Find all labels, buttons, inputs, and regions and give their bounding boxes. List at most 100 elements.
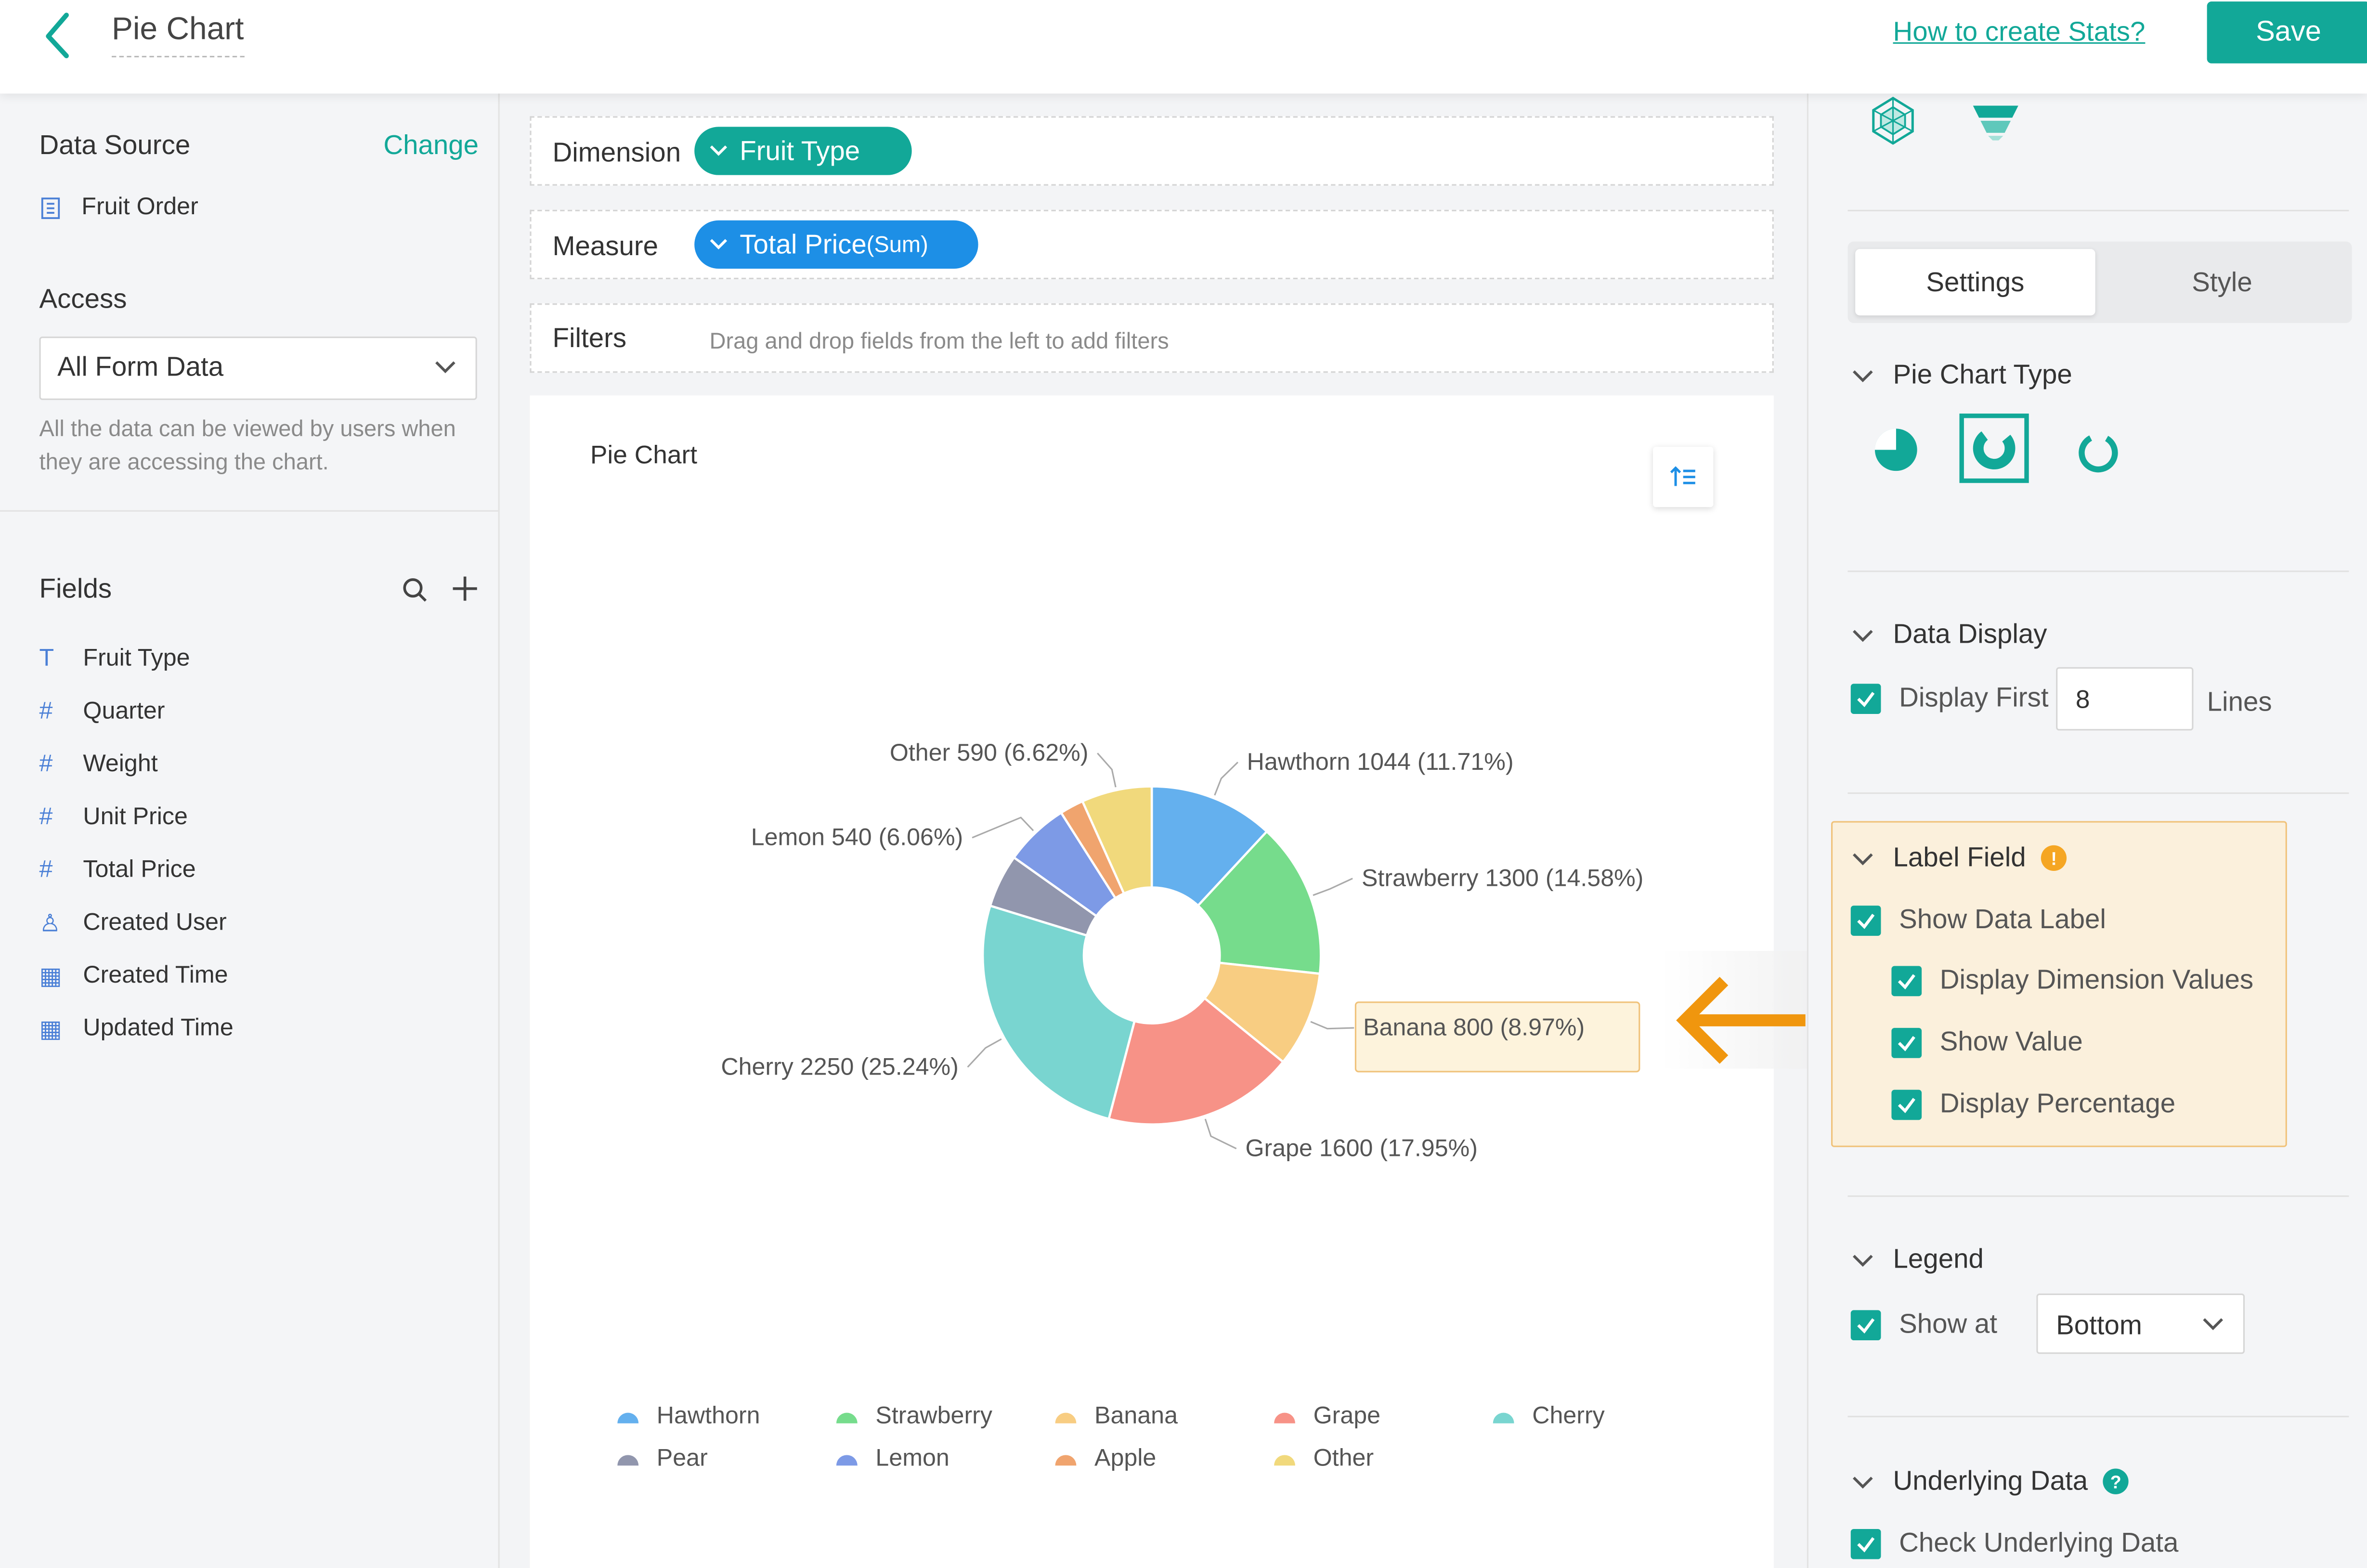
legend-label: Lemon (875, 1446, 949, 1472)
legend-item[interactable]: Cherry (1493, 1404, 1605, 1431)
help-icon[interactable]: ? (2103, 1468, 2129, 1494)
legend-item[interactable]: Pear (617, 1446, 708, 1473)
field-item[interactable]: # Quarter (39, 696, 165, 729)
add-icon[interactable] (450, 573, 480, 604)
legend-swatch (1274, 1454, 1296, 1465)
display-first-checkbox[interactable]: Display First (1850, 682, 2049, 714)
help-link[interactable]: How to create Stats? (1893, 16, 2146, 47)
field-label: Fruit Type (83, 646, 190, 672)
text-field-icon: T (39, 646, 54, 672)
check-underlying-data-checkbox[interactable]: Check Underlying Data (1850, 1528, 2178, 1559)
dimension-pill[interactable]: Fruit Type (694, 127, 912, 175)
label-field-section[interactable]: Label Field ! (1851, 842, 2067, 874)
measure-pill[interactable]: Total Price (Sum) (694, 220, 978, 269)
page-title[interactable]: Pie Chart (112, 12, 244, 58)
field-item[interactable]: ▦ Updated Time (39, 1013, 234, 1046)
back-arrow-icon[interactable] (36, 6, 81, 61)
field-item[interactable]: T Fruit Type (39, 643, 190, 676)
chart-title: Pie Chart (590, 441, 698, 470)
settings-style-tabs: Settings Style (1847, 241, 2352, 323)
access-help-text: All the data can be viewed by users when… (39, 416, 456, 476)
legend-swatch (836, 1412, 858, 1423)
pie-slice-strawberry[interactable] (1196, 829, 1322, 975)
chevron-down-icon (1853, 1254, 1873, 1266)
data-label-strawberry: Strawberry 1300 (14.58%) (1362, 864, 1643, 891)
label-field-title: Label Field (1893, 842, 2026, 873)
sort-icon (1670, 466, 1695, 486)
field-item[interactable]: ▦ Created Time (39, 960, 228, 993)
label-leader-line (1310, 1021, 1354, 1030)
filters-shelf[interactable]: Filters Drag and drop fields from the le… (530, 303, 1774, 373)
legend-label: Cherry (1532, 1403, 1605, 1430)
info-icon[interactable]: ! (2041, 845, 2067, 871)
dimension-shelf[interactable]: Dimension Fruit Type (530, 116, 1774, 186)
legend-swatch (1493, 1412, 1514, 1423)
data-label-banana: Banana 800 (8.97%) (1363, 1014, 1585, 1041)
divider (1847, 209, 2349, 211)
field-item[interactable]: # Total Price (39, 855, 196, 888)
legend-item[interactable]: Apple (1055, 1446, 1156, 1473)
divider (1847, 1415, 2349, 1417)
legend-item[interactable]: Grape (1274, 1404, 1380, 1431)
data-label-cherry: Cherry 2250 (25.24%) (721, 1053, 958, 1080)
show-value-checkbox[interactable]: Show Value (1891, 1026, 2083, 1058)
save-button[interactable]: Save (2207, 1, 2367, 64)
show-data-label-checkbox[interactable]: Show Data Label (1850, 904, 2106, 936)
legend-swatch (836, 1454, 858, 1465)
legend-label: Pear (656, 1446, 708, 1472)
pie-slice-grape[interactable] (1107, 997, 1285, 1126)
underlying-data-section[interactable]: Underlying Data ? (1851, 1465, 2129, 1497)
display-first-input[interactable]: 8 (2056, 667, 2194, 731)
legend-section[interactable]: Legend (1851, 1244, 1984, 1275)
tab-settings[interactable]: Settings (1855, 249, 2095, 316)
show-data-label-text: Show Data Label (1899, 904, 2106, 934)
arrow-highlight (1660, 951, 1818, 1069)
field-item[interactable]: ♙ Created User (39, 907, 227, 940)
pie-type-ring-icon[interactable] (2068, 423, 2128, 483)
number-field-icon: # (39, 752, 53, 778)
label-leader-line (1204, 1118, 1237, 1150)
field-label: Updated Time (83, 1015, 234, 1042)
label-leader-line (1313, 878, 1353, 896)
change-data-source-link[interactable]: Change (383, 130, 479, 160)
measure-shelf[interactable]: Measure Total Price (Sum) (530, 209, 1774, 280)
legend-item[interactable]: Other (1274, 1446, 1374, 1473)
search-icon[interactable] (402, 577, 429, 604)
data-display-section[interactable]: Data Display (1851, 619, 2047, 650)
display-dimension-values-checkbox[interactable]: Display Dimension Values (1891, 964, 2253, 996)
underlying-data-title: Underlying Data (1893, 1465, 2088, 1496)
measure-label: Measure (552, 231, 659, 261)
chevron-down-icon (1853, 629, 1873, 641)
user-field-icon: ♙ (39, 911, 61, 937)
field-item[interactable]: # Unit Price (39, 802, 188, 835)
pie-type-section[interactable]: Pie Chart Type (1851, 359, 2072, 391)
chevron-down-icon (710, 145, 728, 156)
legend-item[interactable]: Banana (1055, 1404, 1178, 1431)
pie-slice-cherry[interactable] (981, 904, 1136, 1121)
access-select[interactable]: All Form Data (39, 337, 477, 400)
legend-item[interactable]: Lemon (836, 1446, 949, 1473)
pie-chart-svg: Hawthorn 1044 (11.71%) Strawberry 1300 (1… (721, 739, 1643, 1161)
pie-slice-hawthorn[interactable] (1150, 785, 1269, 907)
checkbox-checked-icon (1850, 1528, 1881, 1559)
field-item[interactable]: # Weight (39, 749, 158, 782)
pie-type-donut-option[interactable] (1959, 414, 2029, 483)
legend-item[interactable]: Hawthorn (617, 1404, 760, 1431)
legend-label: Hawthorn (656, 1403, 760, 1430)
data-source-item[interactable]: Fruit Order (39, 194, 198, 221)
left-panel: Data Source Change Fruit Order Access Al… (0, 93, 500, 1568)
sort-button[interactable] (1653, 447, 1714, 507)
funnel-chart-icon[interactable] (1968, 100, 2023, 142)
legend-show-at-checkbox[interactable]: Show at (1850, 1309, 1997, 1340)
pie-type-full-icon[interactable] (1866, 420, 1926, 480)
display-dimension-values-text: Display Dimension Values (1939, 964, 2254, 995)
radar-chart-icon[interactable] (1866, 93, 1920, 148)
label-leader-line (972, 816, 1034, 839)
tab-style[interactable]: Style (2192, 267, 2252, 298)
legend-position-select[interactable]: Bottom (2036, 1293, 2245, 1354)
display-percentage-checkbox[interactable]: Display Percentage (1891, 1088, 2175, 1120)
filters-hint: Drag and drop fields from the left to ad… (709, 329, 1169, 355)
pie-slice-other[interactable] (1081, 785, 1153, 895)
legend-item[interactable]: Strawberry (836, 1404, 992, 1431)
label-leader-line (1097, 752, 1117, 788)
